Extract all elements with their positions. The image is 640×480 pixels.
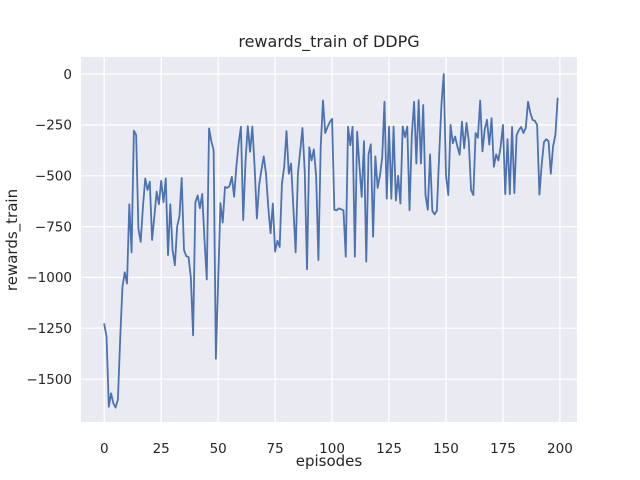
- x-tick-label: 150: [433, 441, 459, 457]
- x-tick-label: 175: [490, 441, 516, 457]
- y-tick-label: −750: [35, 219, 72, 235]
- y-tick-label: −1500: [26, 372, 72, 388]
- x-tick-label: 200: [547, 441, 573, 457]
- x-tick-label: 75: [267, 441, 284, 457]
- y-axis-label: rewards_train: [3, 189, 22, 291]
- x-tick-label: 50: [210, 441, 227, 457]
- y-tick-label: −500: [35, 169, 72, 185]
- x-tick-label: 25: [153, 441, 170, 457]
- x-tick-label: 0: [100, 441, 109, 457]
- x-axis-label: episodes: [296, 452, 363, 470]
- y-tick-label: −250: [35, 118, 72, 134]
- y-tick-labels: 0 −250 −500 −750 −1000 −1250 −1500: [26, 67, 72, 388]
- x-tick-label: 125: [376, 441, 402, 457]
- series-line: [103, 73, 559, 409]
- y-tick-label: 0: [63, 67, 72, 83]
- x-tick-labels: 0 25 50 75 100 125 150 175 200: [100, 441, 573, 457]
- axes-background: [81, 57, 577, 422]
- chart-title: rewards_train of DDPG: [238, 32, 419, 52]
- x-tick-label: 100: [319, 441, 345, 457]
- y-tick-label: −1250: [26, 321, 72, 337]
- y-tick-label: −1000: [26, 270, 72, 286]
